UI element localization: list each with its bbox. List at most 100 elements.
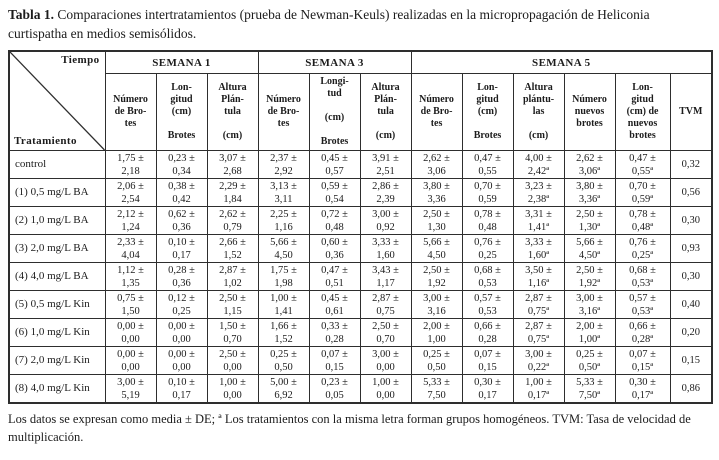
data-cell: 0,70 ± 0,59 xyxy=(461,178,514,208)
diagonal-divider xyxy=(10,52,105,150)
data-cell: 2,87 ± 0,75ª xyxy=(512,318,565,348)
tvm-value: 0,15 xyxy=(669,346,713,376)
column-header: Longi- tud (cm) Brotes xyxy=(308,73,361,152)
data-cell: 0,66 ± 0,28 xyxy=(461,318,514,348)
data-cell: 3,80 ± 3,36ª xyxy=(563,178,616,208)
results-table: Tiempo Tratamiento SEMANA 1 SEMANA 3 SEM… xyxy=(8,50,714,405)
table-caption: Tabla 1. Comparaciones intertratamientos… xyxy=(8,5,711,43)
data-cell: 1,75 ± 1,98 xyxy=(257,262,310,292)
data-cell: 0,10 ± 0,17 xyxy=(155,374,208,404)
data-cell: 0,57 ± 0,53 xyxy=(461,290,514,320)
data-cell: 5,33 ± 7,50ª xyxy=(563,374,616,404)
treatment-label: (7) 2,0 mg/L Kin xyxy=(8,346,106,376)
treatment-label: control xyxy=(8,150,106,180)
column-header: Altura Plán- tula (cm) xyxy=(359,73,412,152)
week-group-header: SEMANA 1 xyxy=(104,50,259,75)
tvm-value: 0,56 xyxy=(669,178,713,208)
data-cell: 0,75 ± 1,50 xyxy=(104,290,157,320)
page: Tabla 1. Comparaciones intertratamientos… xyxy=(8,5,714,444)
data-cell: 1,12 ± 1,35 xyxy=(104,262,157,292)
data-cell: 3,43 ± 1,17 xyxy=(359,262,412,292)
data-cell: 0,23 ± 0,34 xyxy=(155,150,208,180)
data-cell: 3,13 ± 3,11 xyxy=(257,178,310,208)
data-cell: 2,12 ± 1,24 xyxy=(104,206,157,236)
column-header: Número nuevos brotes xyxy=(563,73,616,152)
week-group-header: SEMANA 5 xyxy=(410,50,713,75)
tvm-value: 0,20 xyxy=(669,318,713,348)
table-row: control 1,75 ± 2,18 0,23 ± 0,34 3,07 ± 2,68… xyxy=(8,150,713,180)
table-row: (6) 1,0 mg/L Kin 0,00 ± 0,00 0,00 ± 0,00 1,… xyxy=(8,318,713,348)
tvm-value: 0,32 xyxy=(669,150,713,180)
data-cell: 0,38 ± 0,42 xyxy=(155,178,208,208)
column-header: Número de Bro- tes xyxy=(410,73,463,152)
data-cell: 0,60 ± 0,36 xyxy=(308,234,361,264)
data-cell: 0,62 ± 0,36 xyxy=(155,206,208,236)
data-cell: 0,57 ± 0,53ª xyxy=(614,290,671,320)
data-cell: 0,30 ± 0,17 xyxy=(461,374,514,404)
data-cell: 0,25 ± 0,50ª xyxy=(563,346,616,376)
data-cell: 3,50 ± 1,16ª xyxy=(512,262,565,292)
data-cell: 0,47 ± 0,51 xyxy=(308,262,361,292)
data-cell: 2,06 ± 2,54 xyxy=(104,178,157,208)
data-cell: 2,25 ± 1,16 xyxy=(257,206,310,236)
data-cell: 3,00 ± 0,00 xyxy=(359,346,412,376)
table-body: control 1,75 ± 2,18 0,23 ± 0,34 3,07 ± 2,68… xyxy=(8,150,713,404)
data-cell: 0,00 ± 0,00 xyxy=(104,318,157,348)
data-cell: 0,10 ± 0,17 xyxy=(155,234,208,264)
data-cell: 0,68 ± 0,53 xyxy=(461,262,514,292)
data-cell: 3,00 ± 3,16 xyxy=(410,290,463,320)
column-header: Altura plántu- las (cm) xyxy=(512,73,565,152)
treatment-label: (1) 0,5 mg/L BA xyxy=(8,178,106,208)
data-cell: 0,23 ± 0,05 xyxy=(308,374,361,404)
data-cell: 0,00 ± 0,00 xyxy=(155,318,208,348)
data-cell: 1,00 ± 0,00 xyxy=(359,374,412,404)
data-cell: 1,50 ± 0,70 xyxy=(206,318,259,348)
data-cell: 1,00 ± 0,00 xyxy=(206,374,259,404)
treatment-label: (5) 0,5 mg/L Kin xyxy=(8,290,106,320)
data-cell: 0,28 ± 0,36 xyxy=(155,262,208,292)
data-cell: 0,45 ± 0,61 xyxy=(308,290,361,320)
data-cell: 3,00 ± 0,22ª xyxy=(512,346,565,376)
data-cell: 0,00 ± 0,00 xyxy=(104,346,157,376)
column-header-tvm: TVM xyxy=(669,73,713,152)
week-group-header: SEMANA 3 xyxy=(257,50,412,75)
data-cell: 3,31 ± 1,41ª xyxy=(512,206,565,236)
data-cell: 0,33 ± 0,28 xyxy=(308,318,361,348)
data-cell: 5,66 ± 4,50ª xyxy=(563,234,616,264)
table-row: (7) 2,0 mg/L Kin 0,00 ± 0,00 0,00 ± 0,00 2,… xyxy=(8,346,713,376)
data-cell: 0,12 ± 0,25 xyxy=(155,290,208,320)
corner-label-tratamiento: Tratamiento xyxy=(14,135,77,148)
data-cell: 5,66 ± 4,50 xyxy=(257,234,310,264)
data-cell: 3,00 ± 0,92 xyxy=(359,206,412,236)
data-cell: 0,70 ± 0,59ª xyxy=(614,178,671,208)
table-row: (1) 0,5 mg/L BA 2,06 ± 2,54 0,38 ± 0,42 2,2… xyxy=(8,178,713,208)
table-row: (8) 4,0 mg/L Kin 3,00 ± 5,19 0,10 ± 0,17 1,… xyxy=(8,374,713,404)
column-header: Lon- gitud (cm) Brotes xyxy=(155,73,208,152)
treatment-label: (4) 4,0 mg/L BA xyxy=(8,262,106,292)
tvm-value: 0,30 xyxy=(669,206,713,236)
table-row: (2) 1,0 mg/L BA 2,12 ± 1,24 0,62 ± 0,36 2,6… xyxy=(8,206,713,236)
data-cell: 0,76 ± 0,25ª xyxy=(614,234,671,264)
treatment-label: (6) 1,0 mg/L Kin xyxy=(8,318,106,348)
data-cell: 0,25 ± 0,50 xyxy=(410,346,463,376)
data-cell: 2,50 ± 1,30 xyxy=(410,206,463,236)
table-row: (5) 0,5 mg/L Kin 0,75 ± 1,50 0,12 ± 0,25 2,… xyxy=(8,290,713,320)
column-header: Número de Bro- tes xyxy=(257,73,310,152)
tvm-value: 0,86 xyxy=(669,374,713,404)
table-row: (4) 4,0 mg/L BA 1,12 ± 1,35 0,28 ± 0,36 2,8… xyxy=(8,262,713,292)
column-header: Altura Plán- tula (cm) xyxy=(206,73,259,152)
data-cell: 2,50 ± 1,92ª xyxy=(563,262,616,292)
data-cell: 1,00 ± 1,41 xyxy=(257,290,310,320)
data-cell: 2,50 ± 1,30ª xyxy=(563,206,616,236)
column-header: Número de Bro- tes xyxy=(104,73,157,152)
data-cell: 4,00 ± 2,42ª xyxy=(512,150,565,180)
treatment-label: (8) 4,0 mg/L Kin xyxy=(8,374,106,404)
tvm-value: 0,30 xyxy=(669,262,713,292)
week-group-row: Tiempo Tratamiento SEMANA 1 SEMANA 3 SEM… xyxy=(8,50,713,152)
corner-label-tiempo: Tiempo xyxy=(61,54,100,67)
data-cell: 0,78 ± 0,48ª xyxy=(614,206,671,236)
data-cell: 0,00 ± 0,00 xyxy=(155,346,208,376)
data-cell: 0,68 ± 0,53ª xyxy=(614,262,671,292)
data-cell: 2,50 ± 0,00 xyxy=(206,346,259,376)
data-cell: 0,76 ± 0,25 xyxy=(461,234,514,264)
